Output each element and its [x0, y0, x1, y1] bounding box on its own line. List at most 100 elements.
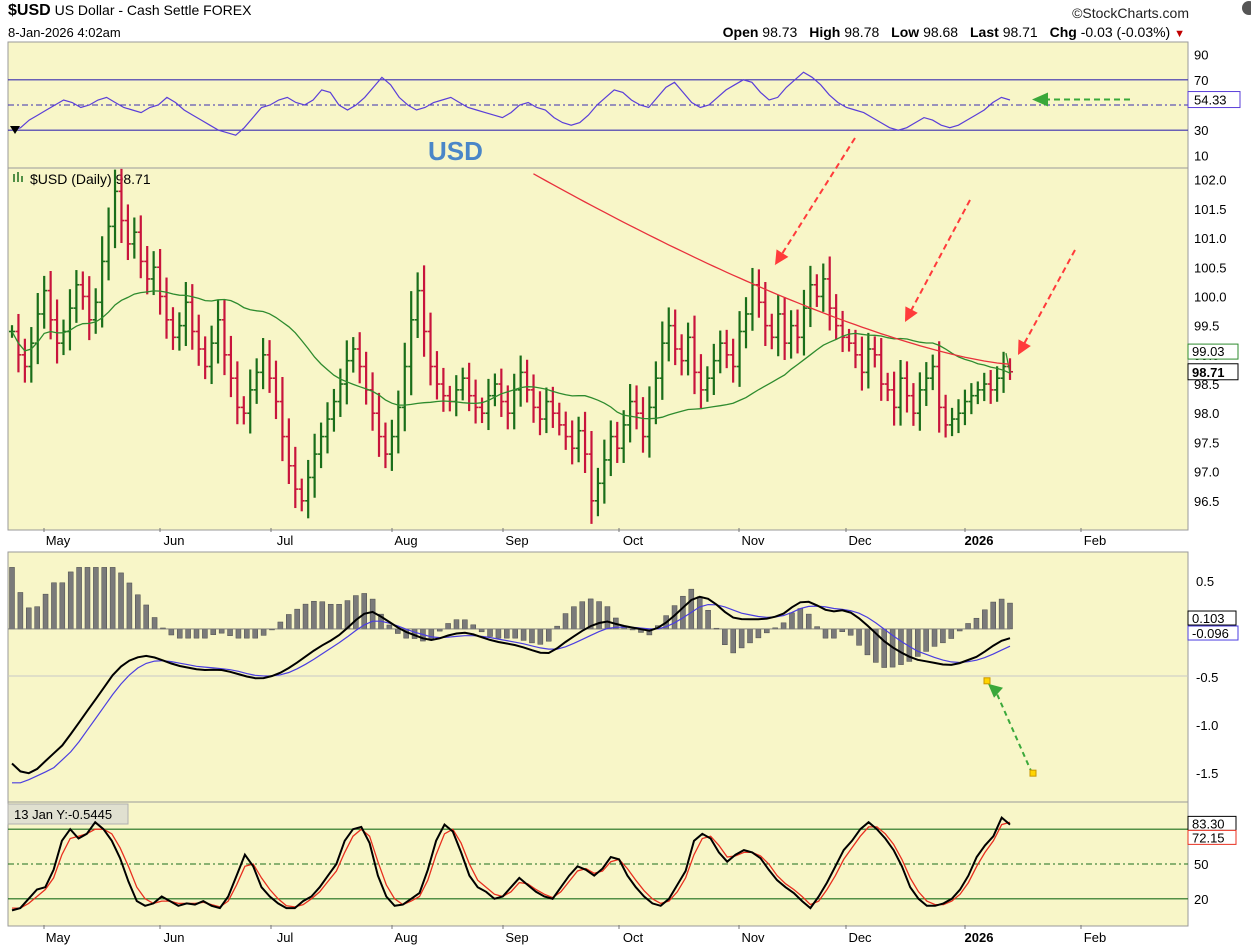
macd-hist-bar [520, 628, 527, 641]
macd-hist-bar [881, 628, 887, 668]
green-arrow-head-icon [988, 683, 1003, 698]
macd-hist-bar [730, 628, 736, 654]
chg-label: Chg [1049, 24, 1077, 40]
price-bar [949, 407, 956, 437]
price-bar [620, 410, 627, 463]
ma-red-line [533, 173, 1011, 365]
macd-hist-bar [344, 600, 351, 630]
price-bar [884, 372, 891, 402]
price-bar [253, 358, 260, 404]
price-bar [665, 307, 672, 362]
rsi-line [11, 71, 1011, 136]
macd-hist-bar [93, 567, 99, 630]
price-bar [189, 284, 196, 350]
price-tick-97-0: 97.0 [1194, 465, 1219, 480]
stoch-xtick-nov: Nov [741, 930, 765, 945]
price-bar [208, 325, 215, 385]
price-bar [994, 366, 1001, 402]
price-bar [903, 361, 910, 413]
price-bar [878, 338, 885, 401]
macd-signal-last-value: -0.096 [1192, 626, 1229, 641]
ma-green-last-value: 99.03 [1192, 344, 1225, 359]
macd-hist-bar [445, 623, 451, 630]
projection-start-marker [983, 677, 991, 685]
macd-hist-bar [277, 621, 284, 630]
rsi-marker-icon [10, 126, 20, 134]
macd-hist-bar [453, 619, 460, 630]
price-bar [691, 315, 698, 395]
macd-hist-bar [579, 601, 586, 630]
price-bar [118, 168, 125, 243]
price-tick-100-0: 100.0 [1194, 289, 1227, 304]
price-bar [247, 369, 254, 434]
settings-icon[interactable] [1237, 0, 1251, 18]
price-bar [485, 378, 492, 431]
macd-hist-bar [260, 628, 267, 636]
price-bar [562, 411, 569, 450]
macd-hist-bar [856, 628, 862, 646]
price-bar [717, 330, 724, 374]
macd-hist-bar [495, 628, 502, 639]
macd-hist-bar [302, 603, 309, 630]
symbol-label: $USD [8, 2, 51, 19]
price-bar [936, 341, 943, 433]
macd-green-arrow [995, 691, 1033, 774]
macd-hist-bar [982, 609, 988, 630]
open-value: 98.73 [762, 24, 798, 40]
price-bar [974, 381, 981, 405]
price-bar [73, 270, 80, 323]
price-bar [672, 309, 679, 366]
price-bar [240, 396, 247, 425]
price-bar [607, 420, 614, 477]
stoch-d-line [12, 821, 1011, 909]
rsi-last-value: 54.33 [1194, 93, 1227, 108]
price-xtick-jun: Jun [164, 533, 185, 548]
macd-hist-bar [512, 628, 518, 639]
macd-hist-bar [126, 582, 133, 630]
stoch-xtick-jul: Jul [277, 930, 294, 945]
rsi-tick-10: 10 [1194, 148, 1208, 163]
macd-hist-bar [193, 628, 200, 639]
macd-hist-bar [101, 567, 108, 630]
macd-hist-bar [227, 628, 233, 636]
price-bar [163, 277, 170, 339]
projection-end-marker [1029, 769, 1037, 777]
macd-hist-bar [965, 623, 971, 630]
price-bar [775, 295, 782, 357]
macd-tick-0-5: 0.5 [1196, 574, 1214, 589]
macd-hist-bar [286, 614, 292, 630]
price-bars [9, 168, 1013, 524]
macd-hist-bar [176, 628, 183, 639]
price-tick-101-5: 101.5 [1194, 202, 1227, 217]
price-bar [762, 281, 769, 346]
price-xtick-nov: Nov [741, 533, 765, 548]
macd-hist-bar [143, 604, 149, 630]
macd-hist-bar [923, 628, 929, 652]
macd-hist-bar [386, 624, 393, 630]
red-arrow-head-icon [905, 306, 918, 322]
macd-hist-bar [696, 596, 703, 630]
price-bar [311, 433, 318, 498]
price-bar [768, 313, 775, 350]
price-bar [871, 336, 878, 368]
price-bar [305, 459, 312, 519]
price-bar [730, 338, 737, 383]
price-bar [852, 329, 859, 369]
macd-line [11, 595, 1011, 775]
price-tick-96-5: 96.5 [1194, 494, 1219, 509]
price-bar [408, 291, 415, 396]
chg-value: -0.03 (-0.03%) [1080, 24, 1171, 40]
price-bar [839, 310, 846, 353]
price-bar [285, 418, 292, 484]
price-bar [86, 276, 93, 341]
price-bar [504, 385, 511, 430]
stoch-tick-50: 50 [1194, 857, 1208, 872]
price-bar [594, 467, 601, 517]
price-tick-98-5: 98.5 [1194, 377, 1219, 392]
price-bar [47, 270, 54, 340]
price-bar [736, 311, 743, 387]
macd-hist-bar [839, 628, 846, 632]
macd-hist-bar [680, 595, 686, 630]
macd-last-box [1187, 610, 1237, 626]
